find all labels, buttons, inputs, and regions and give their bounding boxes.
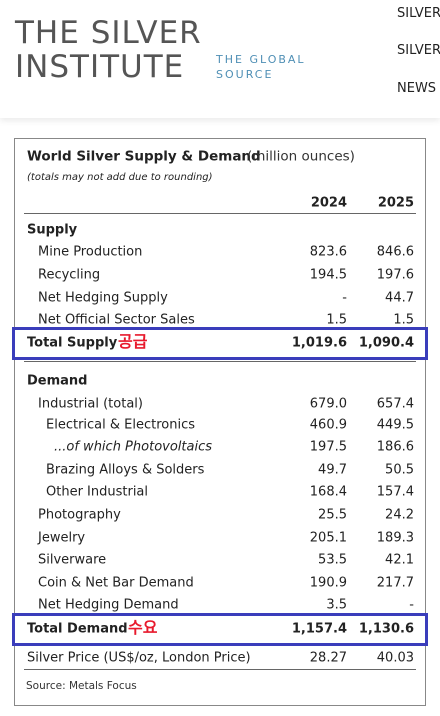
cell-value: 449.5 bbox=[376, 417, 414, 433]
total-label: Total Supply bbox=[27, 335, 118, 351]
nav-link[interactable]: SILVER bbox=[397, 6, 440, 21]
row-label: Net Hedging Supply bbox=[38, 290, 168, 306]
cell-value: 460.9 bbox=[309, 417, 347, 433]
row-label: ...of which Photovoltaics bbox=[54, 439, 212, 455]
row-label: Net Hedging Demand bbox=[38, 597, 179, 613]
cell-value: 24.2 bbox=[385, 507, 414, 523]
cell-value: 40.03 bbox=[376, 650, 414, 666]
cell-value: 1.5 bbox=[393, 312, 414, 328]
rule bbox=[24, 361, 416, 362]
tagline: THE GLOBAL bbox=[216, 53, 306, 66]
row-label: Electrical & Electronics bbox=[46, 417, 196, 433]
cell-value: 1,130.6 bbox=[358, 621, 414, 637]
rule bbox=[24, 669, 416, 670]
logo-line[interactable]: THE SILVER bbox=[15, 15, 202, 51]
annotation: 공급 bbox=[118, 332, 148, 351]
row-label: Mine Production bbox=[38, 244, 143, 260]
cell-value: 28.27 bbox=[309, 650, 347, 666]
cell-value: 1,157.4 bbox=[291, 621, 347, 637]
cell-value: 168.4 bbox=[309, 484, 347, 500]
highlight-box bbox=[12, 327, 428, 360]
nav-link[interactable]: SILVER bbox=[397, 43, 440, 58]
cell-value: 846.6 bbox=[376, 244, 414, 260]
section-heading: Demand bbox=[27, 373, 88, 389]
cell-value: 189.3 bbox=[376, 530, 414, 546]
cell-value: 679.0 bbox=[309, 396, 347, 412]
cell-value: 25.5 bbox=[318, 507, 347, 523]
column-header: 2024 bbox=[310, 195, 347, 211]
cell-value: 53.5 bbox=[318, 552, 347, 568]
table-unit: (million ounces) bbox=[247, 148, 355, 165]
cell-value: 823.6 bbox=[309, 244, 347, 260]
cell-value: 205.1 bbox=[309, 530, 347, 546]
source: Source: Metals Focus bbox=[26, 679, 137, 692]
row-label: Silverware bbox=[38, 552, 107, 568]
cell-value: 1.5 bbox=[326, 312, 347, 328]
row-label: Other Industrial bbox=[46, 484, 149, 500]
row-label: Industrial (total) bbox=[38, 396, 143, 412]
cell-value: 217.7 bbox=[376, 575, 414, 591]
annotation: 수요 bbox=[128, 618, 158, 637]
row-label: Net Official Sector Sales bbox=[38, 312, 195, 328]
total-label: Total Demand bbox=[27, 621, 128, 637]
section-heading: Supply bbox=[27, 222, 78, 238]
cell-value: 50.5 bbox=[385, 462, 414, 478]
nav-link[interactable]: NEWS bbox=[397, 81, 437, 96]
cell-value: 186.6 bbox=[376, 439, 414, 455]
table-note: (totals may not add due to rounding) bbox=[27, 172, 213, 183]
row-label: Coin & Net Bar Demand bbox=[38, 575, 194, 591]
cell-value: 194.5 bbox=[309, 267, 347, 283]
cell-value: 190.9 bbox=[309, 575, 347, 591]
row-label: Recycling bbox=[38, 267, 101, 283]
cell-value: - bbox=[342, 290, 347, 306]
column-header: 2025 bbox=[377, 195, 414, 211]
cell-value: 657.4 bbox=[376, 396, 414, 412]
row-label: Silver Price (US$/oz, London Price) bbox=[27, 650, 251, 666]
table-frame bbox=[14, 138, 426, 706]
row-label: Brazing Alloys & Solders bbox=[46, 462, 205, 478]
rule bbox=[24, 213, 416, 214]
logo-line[interactable]: INSTITUTE bbox=[15, 49, 185, 85]
cell-value: 1,090.4 bbox=[358, 335, 414, 351]
cell-value: 44.7 bbox=[385, 290, 414, 306]
cell-value: 197.5 bbox=[309, 439, 347, 455]
table-title: World Silver Supply & Demand bbox=[27, 148, 261, 165]
cell-value: 42.1 bbox=[385, 552, 414, 568]
row-label: Jewelry bbox=[38, 530, 86, 546]
cell-value: 3.5 bbox=[326, 597, 347, 613]
cell-value: 157.4 bbox=[376, 484, 414, 500]
highlight-box bbox=[12, 613, 428, 646]
row-label: Photography bbox=[38, 507, 121, 523]
cell-value: 49.7 bbox=[318, 462, 347, 478]
cell-value: - bbox=[409, 597, 414, 613]
tagline: SOURCE bbox=[216, 68, 274, 81]
cell-value: 197.6 bbox=[376, 267, 414, 283]
cell-value: 1,019.6 bbox=[291, 335, 347, 351]
